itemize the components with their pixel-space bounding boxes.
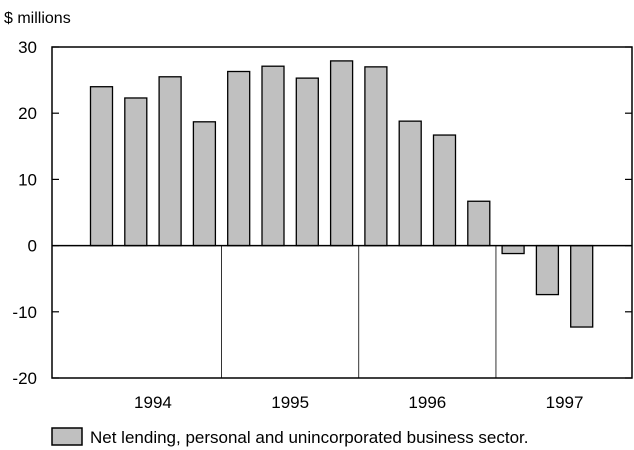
bar-10 xyxy=(432,134,457,247)
bar-12 xyxy=(501,244,525,255)
year-label-1996: 1996 xyxy=(408,393,446,412)
ytick-label-1: 20 xyxy=(18,104,37,123)
bar-0 xyxy=(89,86,114,247)
bar-13 xyxy=(535,244,560,296)
bar-8 xyxy=(364,66,388,247)
ytick-label-3: 0 xyxy=(28,237,37,256)
ytick-label-2: 10 xyxy=(18,170,37,189)
bar-14 xyxy=(570,244,594,328)
bar-7 xyxy=(329,60,354,247)
year-label-1994: 1994 xyxy=(134,393,172,412)
ytick-label-5: -20 xyxy=(12,369,37,388)
legend-label: Net lending, personal and unincorporated… xyxy=(90,428,529,447)
bar-4 xyxy=(227,70,251,247)
year-label-1995: 1995 xyxy=(271,393,309,412)
bar-11 xyxy=(467,200,491,247)
bar-2 xyxy=(158,76,182,247)
ytick-label-0: 30 xyxy=(18,38,37,57)
bar-6 xyxy=(295,77,319,247)
legend-swatch xyxy=(51,427,83,446)
ytick-label-4: -10 xyxy=(12,303,37,322)
bar-5 xyxy=(261,65,285,247)
bar-9 xyxy=(398,120,422,247)
year-label-1997: 1997 xyxy=(546,393,584,412)
y-axis-label: $ millions xyxy=(4,10,71,27)
plot-frame xyxy=(51,46,633,379)
bar-1 xyxy=(124,97,148,247)
bar-3 xyxy=(192,121,217,247)
